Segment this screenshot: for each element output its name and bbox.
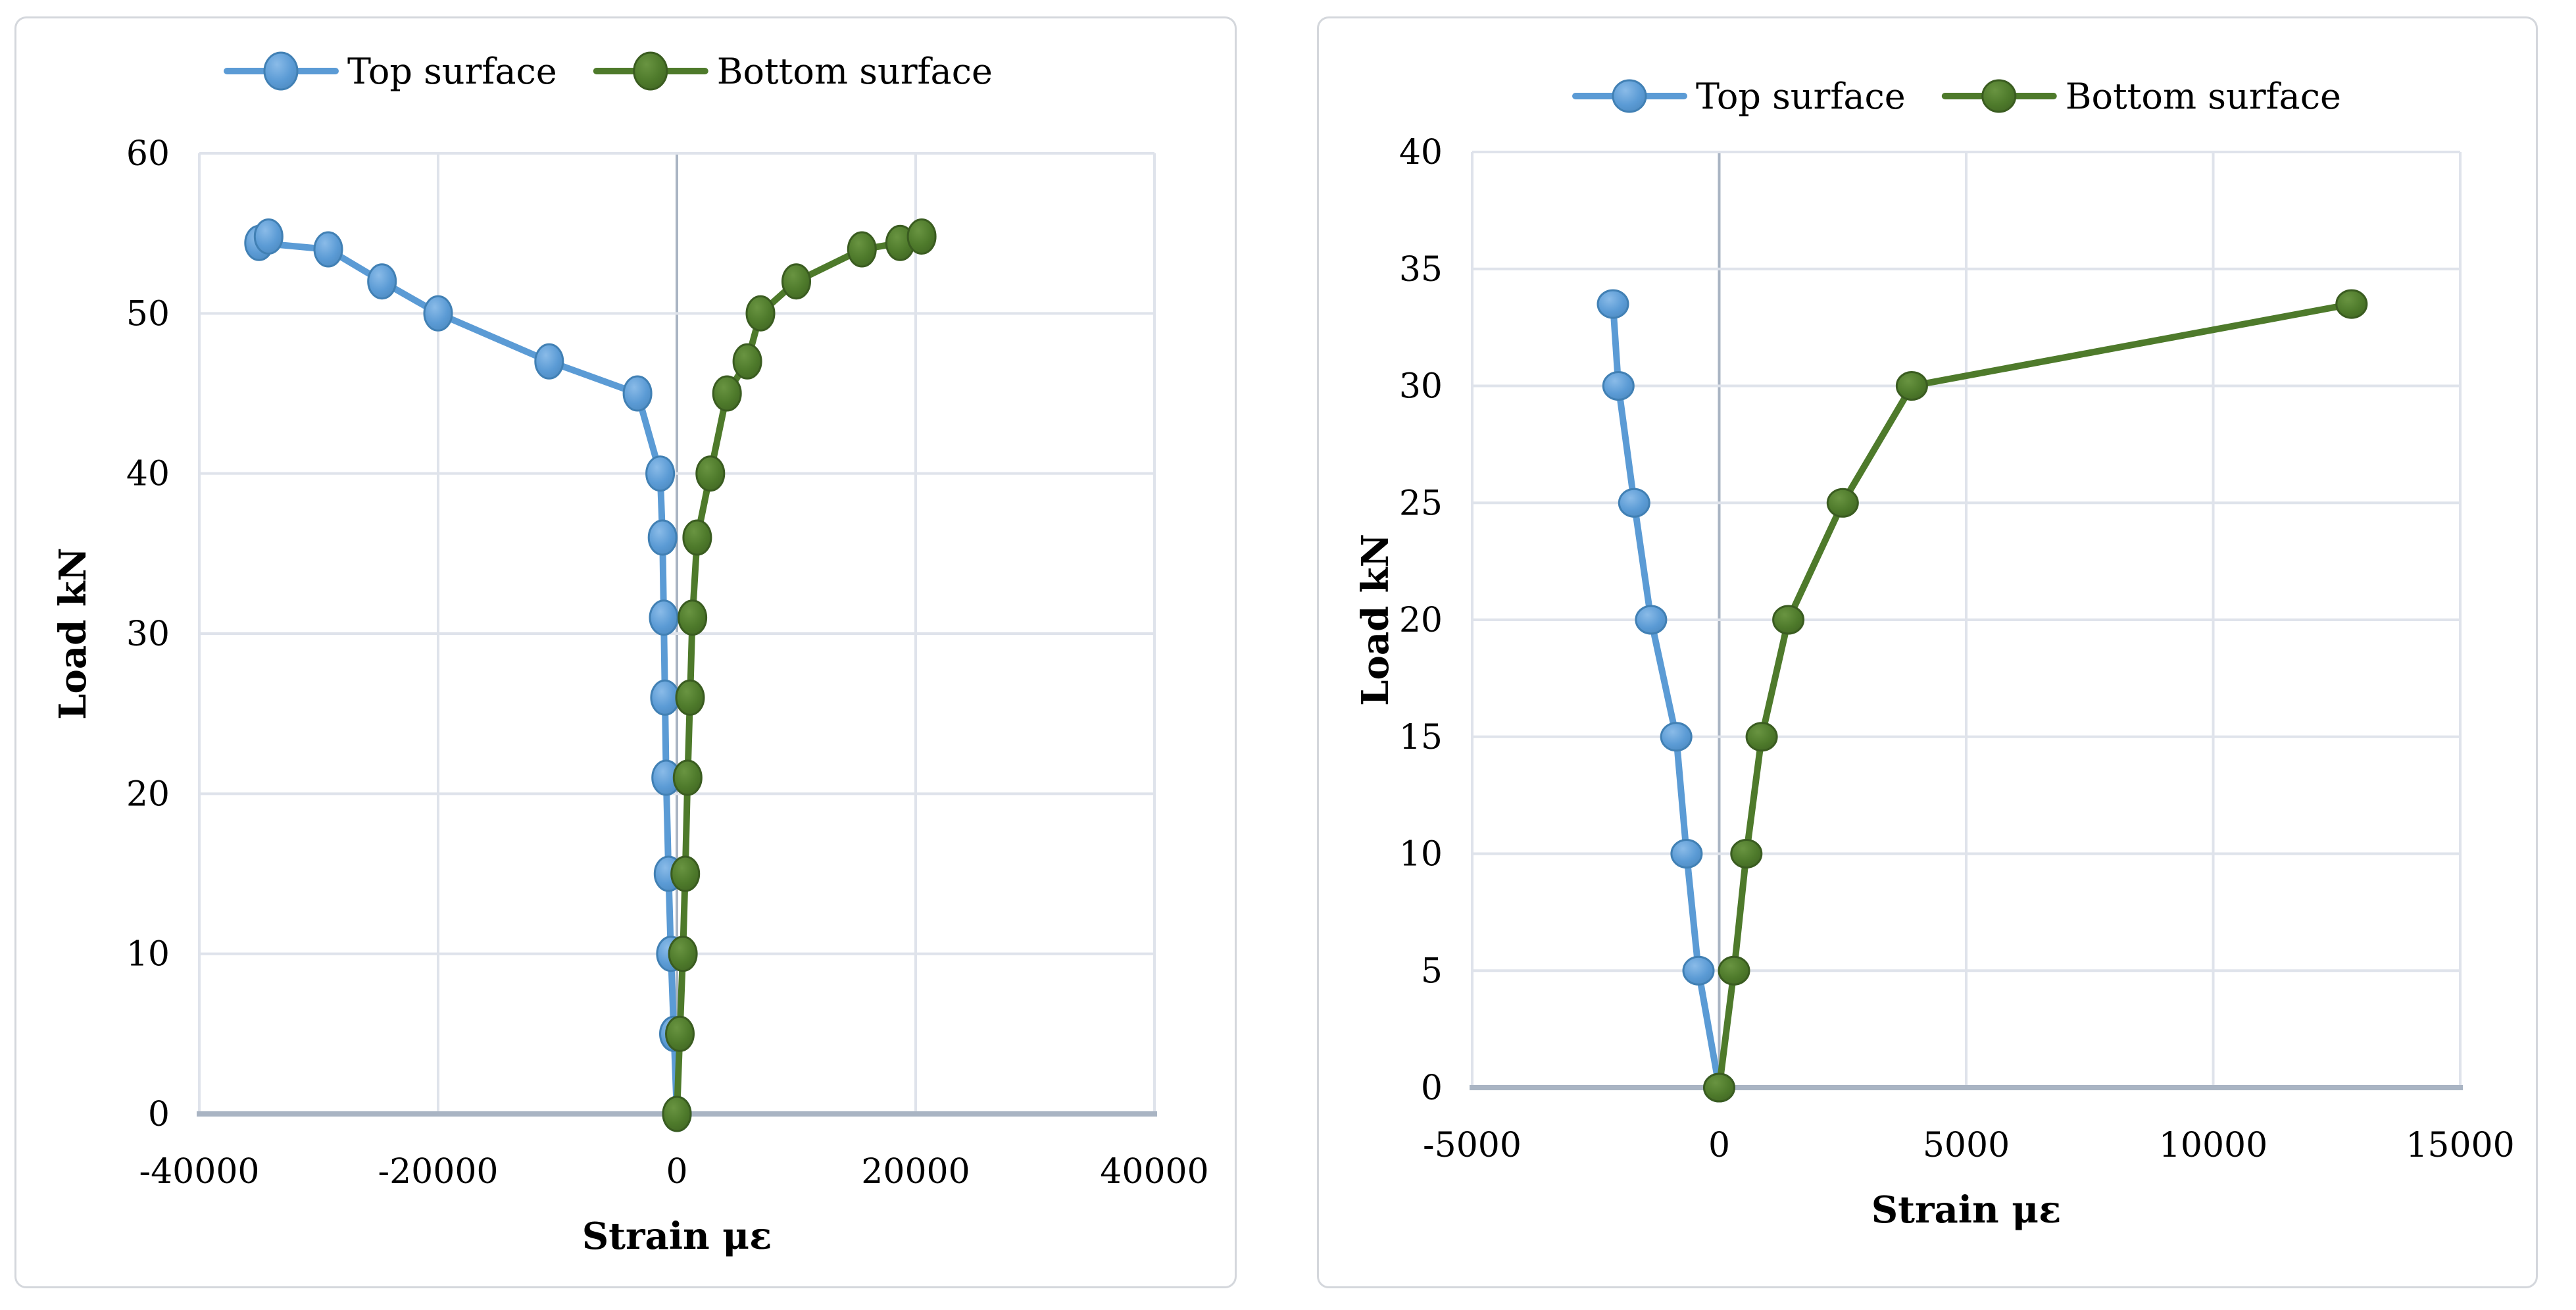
data-point-marker-bottom-surface [1745, 722, 1778, 752]
data-point-marker-bottom-surface [906, 218, 937, 255]
data-point-marker-top-surface [253, 218, 284, 255]
series-line-bottom-surface [674, 233, 926, 1117]
grid [1471, 151, 2462, 1088]
y-axis-title: Load kN [1354, 534, 1397, 706]
legend-marker-icon [263, 51, 299, 91]
y-tick-label: 0 [148, 1095, 170, 1134]
legend-marker-icon [1612, 79, 1647, 113]
y-tick-label: 5 [1421, 951, 1443, 991]
y-tick-label: 0 [1421, 1069, 1443, 1108]
data-point-marker-bottom-surface [745, 295, 776, 332]
data-point-marker-bottom-surface [1895, 371, 1928, 401]
legend: Top surface Bottom surface [1572, 76, 2341, 117]
series-line-top-surface [1610, 301, 1723, 1091]
legend-label: Bottom surface [2066, 76, 2341, 117]
y-axis-title: Load kN [51, 547, 95, 720]
data-point-marker-top-surface [645, 455, 676, 492]
data-point-marker-top-surface [1618, 488, 1650, 518]
chart-svg: -5000 0 5000 10000 15000 0 5 10 15 20 25 30 35 40 Stra… [1354, 76, 2515, 1232]
data-point-marker-top-surface [1660, 722, 1693, 752]
data-point-marker-bottom-surface [1772, 605, 1805, 635]
x-tick-label: 40000 [1100, 1152, 1208, 1192]
x-tick-label: 20000 [861, 1152, 970, 1192]
chart-svg: -40000 -20000 0 20000 40000 0 10 20 30 40 50 60 Stra… [51, 51, 1209, 1258]
data-point-marker-top-surface [1682, 955, 1715, 986]
series-line-bottom-surface [1716, 301, 2355, 1091]
data-point-marker-bottom-surface [665, 1015, 695, 1052]
x-tick-label: 10000 [2159, 1126, 2267, 1165]
legend-label: Top surface [347, 51, 557, 92]
y-tick-label: 30 [1399, 367, 1443, 407]
y-tick-label: 35 [1399, 250, 1443, 290]
data-point-marker-top-surface [1635, 605, 1668, 635]
y-tick-label: 60 [126, 134, 170, 174]
data-point-marker-top-surface [622, 375, 653, 412]
data-point-marker-top-surface [367, 263, 397, 300]
x-tick-label: 15000 [2406, 1126, 2514, 1165]
y-tick-label: 20 [1399, 601, 1443, 640]
x-tick-label: 0 [666, 1152, 687, 1192]
data-point-marker-bottom-surface [1703, 1072, 1735, 1103]
legend-item-bottom-surface: Bottom surface [593, 51, 993, 92]
x-tick-label: -40000 [139, 1152, 260, 1192]
x-axis-title: Strain με [582, 1215, 772, 1258]
legend-marker-icon [1981, 79, 2017, 113]
data-point-marker-top-surface [647, 519, 678, 556]
y-tick-label: 10 [1399, 835, 1443, 874]
data-point-marker-bottom-surface [668, 936, 698, 972]
data-point-marker-bottom-surface [781, 263, 811, 300]
load-strain-chart-left: -40000 -20000 0 20000 40000 0 10 20 30 40 50 60 Stra… [14, 16, 1237, 1288]
data-point-marker-bottom-surface [675, 679, 705, 716]
data-point-marker-top-surface [534, 343, 564, 380]
x-tick-label: 0 [1708, 1126, 1730, 1165]
y-tick-label: 10 [126, 935, 170, 974]
x-axis-title: Strain με [1871, 1188, 2062, 1232]
data-point-marker-top-surface [313, 231, 343, 268]
data-point-marker-bottom-surface [2335, 289, 2368, 319]
legend-item-top-surface: Top surface [1572, 76, 1906, 117]
y-tick-label: 20 [126, 774, 170, 814]
legend: Top surface Bottom surface [224, 51, 993, 92]
y-tick-label: 30 [126, 615, 170, 654]
data-point-marker-top-surface [650, 679, 680, 716]
legend-item-bottom-surface: Bottom surface [1941, 76, 2341, 117]
load-strain-chart-right: -5000 0 5000 10000 15000 0 5 10 15 20 25 30 35 40 Stra… [1317, 16, 2538, 1288]
series-line-top-surface [255, 233, 680, 1117]
data-point-marker-bottom-surface [712, 375, 742, 412]
y-tick-label: 40 [126, 455, 170, 494]
y-tick-label: 50 [126, 294, 170, 334]
data-point-marker-top-surface [1670, 839, 1703, 869]
data-point-marker-top-surface [423, 295, 453, 332]
data-point-marker-top-surface [1602, 371, 1635, 401]
data-point-marker-bottom-surface [1718, 955, 1750, 986]
data-point-marker-bottom-surface [1730, 839, 1763, 869]
data-point-marker-top-surface [1597, 289, 1629, 319]
x-tick-label: 5000 [1923, 1126, 2010, 1165]
y-tick-label: 25 [1399, 484, 1443, 523]
legend-marker-icon [633, 51, 668, 91]
x-tick-label: -20000 [378, 1152, 499, 1192]
data-point-marker-top-surface [649, 599, 679, 636]
data-point-marker-bottom-surface [670, 855, 701, 892]
data-point-marker-bottom-surface [732, 343, 762, 380]
legend-item-top-surface: Top surface [224, 51, 557, 92]
legend-label: Bottom surface [717, 51, 993, 92]
data-point-marker-bottom-surface [682, 519, 712, 556]
data-point-marker-bottom-surface [1826, 488, 1859, 518]
y-tick-label: 15 [1399, 718, 1443, 757]
legend-label: Top surface [1696, 76, 1906, 117]
data-point-marker-bottom-surface [662, 1096, 692, 1132]
data-point-marker-bottom-surface [672, 759, 703, 796]
data-point-marker-bottom-surface [678, 599, 708, 636]
data-point-marker-bottom-surface [695, 455, 726, 492]
x-tick-label: -5000 [1423, 1126, 1522, 1165]
y-tick-label: 40 [1399, 133, 1443, 172]
data-point-marker-bottom-surface [847, 231, 877, 268]
